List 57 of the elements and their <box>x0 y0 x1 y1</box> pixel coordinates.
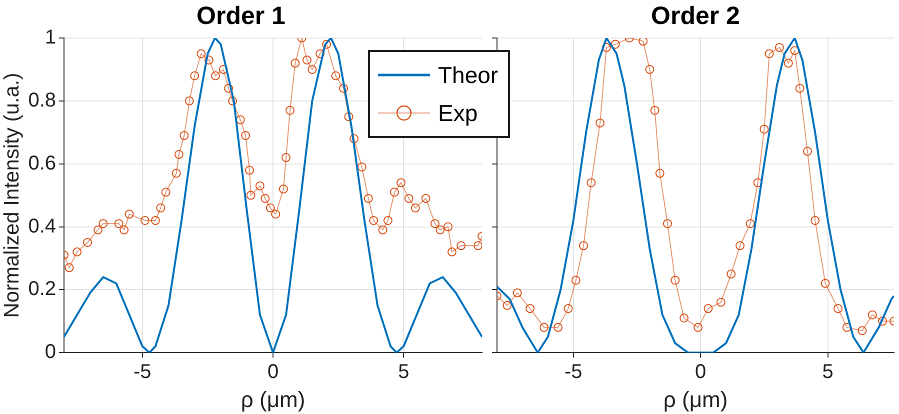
point <box>868 310 877 320</box>
point <box>764 49 774 58</box>
point <box>526 304 535 314</box>
point <box>726 269 736 278</box>
x-tick-label: 5 <box>398 361 410 384</box>
x-tick-label: -5 <box>133 361 152 384</box>
point <box>790 46 800 56</box>
point <box>760 124 769 134</box>
point <box>554 322 563 332</box>
y-tick-label: 0.2 <box>28 278 56 300</box>
legend-label: Exp <box>438 100 478 126</box>
point <box>834 304 843 314</box>
x-axis-title: ρ (μm) <box>663 386 728 412</box>
point <box>810 216 820 225</box>
x-tick-label: -5 <box>564 361 582 384</box>
chart-title: Order 2 <box>651 2 740 30</box>
point <box>774 42 784 52</box>
point <box>746 219 755 228</box>
point <box>878 316 888 326</box>
point <box>663 219 672 228</box>
point <box>596 118 605 128</box>
point <box>579 241 588 250</box>
point <box>564 304 573 314</box>
x-axis-title: ρ (μm) <box>240 386 306 412</box>
point <box>716 298 726 307</box>
x-tick-label: 0 <box>695 361 706 384</box>
point <box>704 304 713 314</box>
point <box>802 146 812 156</box>
point <box>736 241 745 250</box>
point <box>540 322 549 332</box>
point <box>650 106 660 115</box>
legend-label: Theor <box>438 62 498 88</box>
point <box>795 84 804 93</box>
y-tick-label: 0.6 <box>28 152 56 174</box>
y-tick-label: 0.4 <box>28 215 56 238</box>
x-tick-label: 0 <box>267 361 279 384</box>
point <box>820 278 830 288</box>
point <box>694 322 703 332</box>
point <box>502 300 512 310</box>
point <box>680 313 689 322</box>
point <box>645 64 654 74</box>
y-tick-label: 1 <box>44 26 56 49</box>
y-tick-label: 0 <box>44 341 56 364</box>
point <box>610 40 620 49</box>
point <box>586 178 596 188</box>
x-tick-label: 5 <box>822 361 834 384</box>
point <box>858 326 867 336</box>
point <box>571 276 580 285</box>
point <box>602 42 611 52</box>
point <box>512 288 522 298</box>
point <box>670 276 680 285</box>
y-tick-label: 0.8 <box>28 89 56 112</box>
chart-title: Order 1 <box>196 2 286 30</box>
point <box>655 168 664 178</box>
point <box>638 38 648 46</box>
y-axis-title: Normalized Intensity (u.a.) <box>0 72 24 318</box>
point <box>784 58 793 68</box>
